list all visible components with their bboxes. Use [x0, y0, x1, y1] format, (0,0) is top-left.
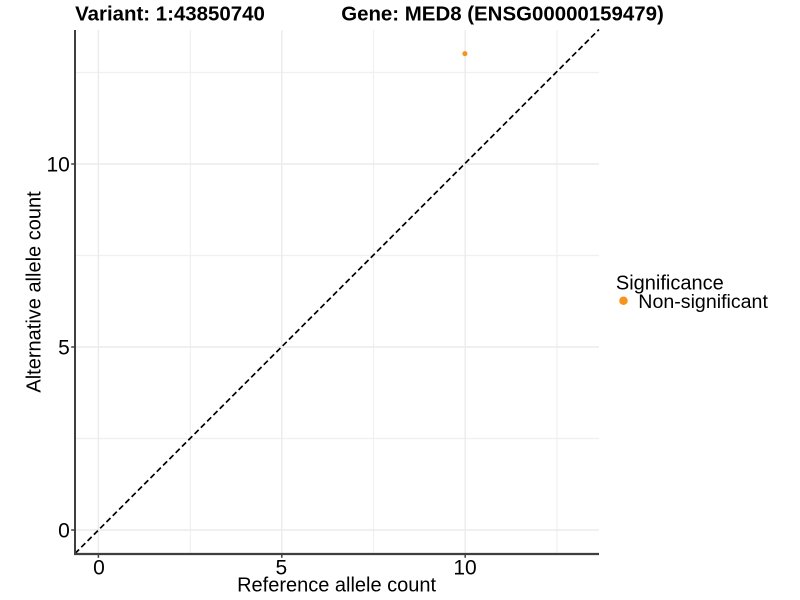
svg-text:10: 10: [453, 556, 476, 579]
svg-text:Gene: MED8 (ENSG00000159479): Gene: MED8 (ENSG00000159479): [341, 2, 664, 25]
svg-text:Reference allele count: Reference allele count: [237, 575, 436, 597]
svg-text:5: 5: [275, 556, 287, 579]
svg-text:0: 0: [93, 556, 105, 579]
svg-text:Non-significant: Non-significant: [638, 291, 768, 313]
svg-text:10: 10: [46, 154, 69, 177]
svg-text:5: 5: [58, 337, 70, 360]
svg-text:Variant: 1:43850740: Variant: 1:43850740: [75, 2, 265, 25]
svg-text:Alternative allele count: Alternative allele count: [24, 191, 46, 393]
svg-text:0: 0: [58, 520, 70, 543]
svg-text:Significance: Significance: [616, 273, 724, 295]
